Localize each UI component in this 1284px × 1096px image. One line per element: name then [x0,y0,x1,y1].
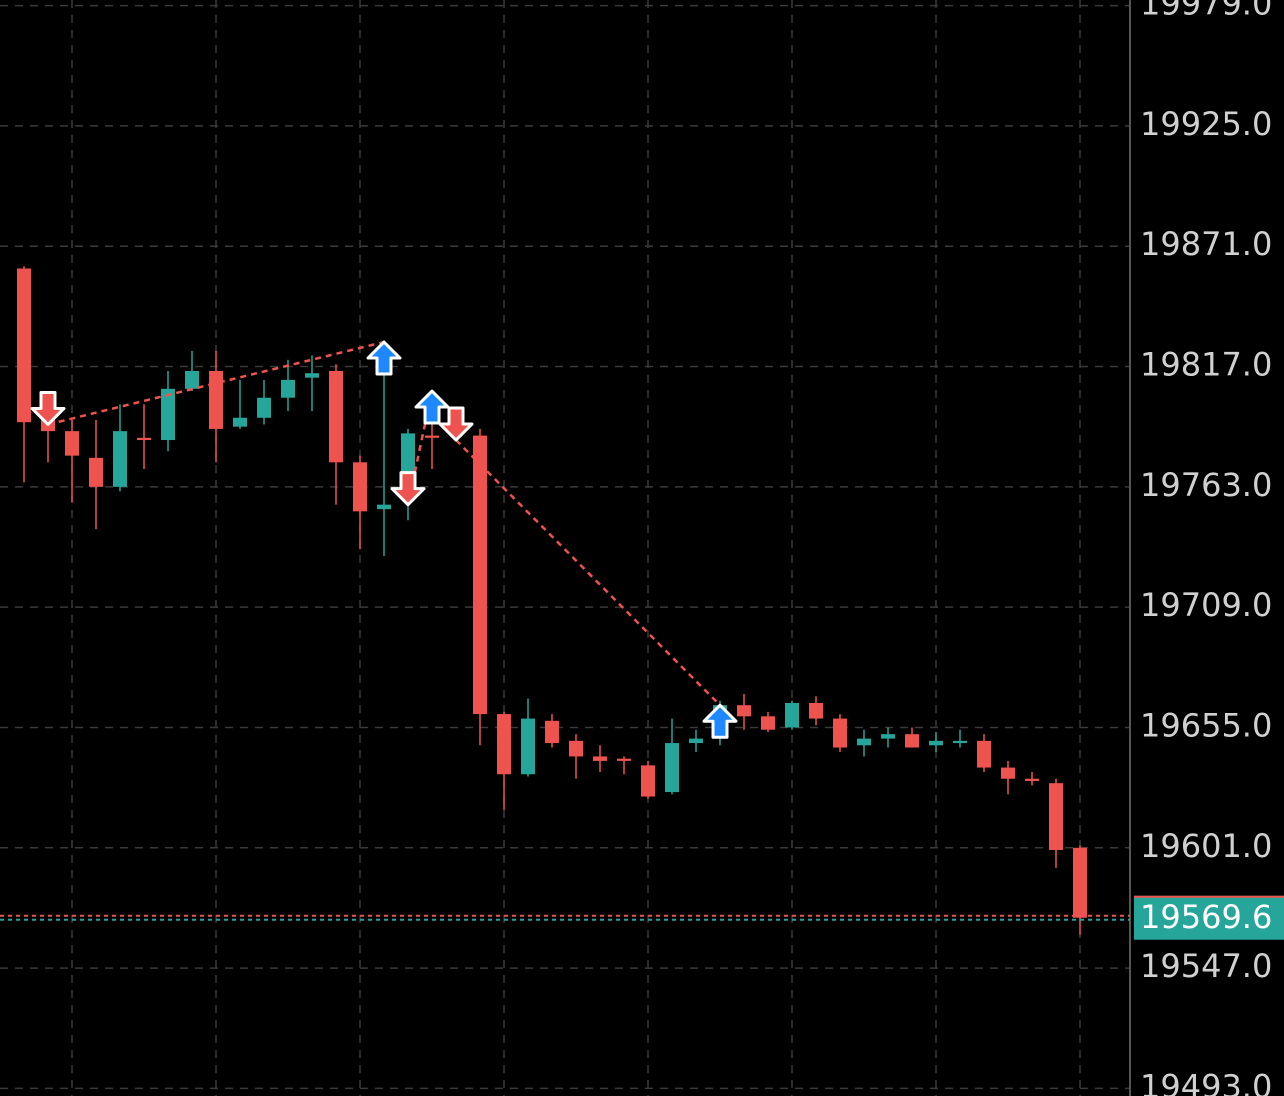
candle-body [977,740,991,768]
candle-body [17,268,31,423]
candle-body [785,702,799,728]
candle-body [545,720,559,744]
candle-body [1025,778,1039,781]
y-tick-label: 19979.0 [1140,0,1272,23]
candle-body [377,504,391,510]
candle-body [881,734,895,739]
candle-body [353,462,367,512]
candle-body [233,417,247,427]
candle-body [1001,767,1015,779]
y-tick-label: 19709.0 [1140,586,1272,624]
y-tick-label: 19601.0 [1140,827,1272,865]
y-tick-label: 19871.0 [1140,225,1272,263]
candle-body [401,433,415,476]
candle-body [809,702,823,719]
candle-body [761,716,775,730]
y-tick-label: 19493.0 [1140,1067,1272,1096]
candle-body [929,740,943,746]
signal-arrow [390,471,426,507]
candle-body [665,743,679,793]
candle-body [617,758,631,761]
candle-body [329,370,343,463]
candle-body [185,370,199,389]
candle-body [473,435,487,715]
candle-body [953,740,967,744]
candle-body [593,756,607,761]
signal-line [47,340,385,426]
candle-body [521,718,535,775]
candle-body [89,457,103,487]
candle-body [65,431,79,456]
last-price-label: 19569.6 [1140,898,1272,936]
candle-body [737,705,751,717]
y-tick-label: 19925.0 [1140,105,1272,143]
last-price-box [1134,895,1284,940]
candle-body [641,765,655,797]
candle-body [281,379,295,398]
candle-body [137,437,151,441]
y-tick-label: 19547.0 [1140,947,1272,985]
candle-body [833,718,847,748]
y-tick-label: 19763.0 [1140,466,1272,504]
signal-arrow [702,703,738,739]
candle-body [905,734,919,748]
candle-body [1073,847,1087,918]
signal-arrow [30,390,66,426]
y-tick-label: 19817.0 [1140,346,1272,384]
candle-body [857,738,871,746]
candle-body [425,435,439,438]
signal-arrow [366,340,402,376]
candle-body [305,373,319,378]
signal-arrow [438,406,474,442]
candle-body [497,714,511,775]
candle-body [161,388,175,441]
candle-body [689,738,703,744]
signal-line [406,390,434,505]
signal-arrow [414,389,450,425]
signal-line [455,439,721,707]
candle-body [113,431,127,487]
candle-body [209,370,223,429]
candle-body [569,740,583,757]
candle-body [1049,783,1063,851]
y-tick-label: 19655.0 [1140,706,1272,744]
candle-body [257,397,271,418]
